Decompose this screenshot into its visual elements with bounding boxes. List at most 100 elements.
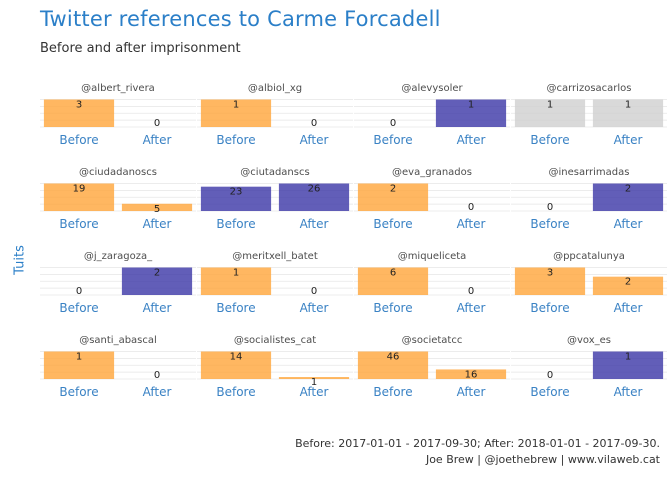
facet-title: @eva_granados [392,167,472,178]
bar-before [357,183,429,211]
facet-title: @socialistes_cat [234,335,316,346]
bar-after [278,377,350,379]
caption-credits: Joe Brew | @joethebrew | www.vilaweb.cat [425,453,660,466]
data-label: 0 [311,286,317,297]
data-label: 1 [311,377,317,388]
x-tick-label: Before [530,301,569,315]
data-label: 0 [76,286,82,297]
facet-title: @j_zaragoza_ [84,251,153,262]
data-label: 23 [230,187,243,198]
bar-before [200,186,272,211]
data-label: 0 [154,370,160,381]
bar-before [514,267,586,295]
data-label: 14 [230,352,243,363]
data-label: 1 [547,100,553,111]
x-tick-label: Before [216,301,255,315]
data-label: 0 [468,202,474,213]
bar-before [43,99,115,127]
bar-before [357,351,429,379]
data-label: 1 [76,352,82,363]
x-tick-label: Before [216,385,255,399]
data-label: 0 [311,118,317,129]
x-tick-label: Before [216,133,255,147]
data-label: 16 [465,369,478,380]
facet-title: @meritxell_batet [232,251,318,262]
x-tick-label: After [300,217,329,231]
data-label: 2 [390,184,396,195]
facet-title: @vox_es [567,335,611,346]
data-label: 0 [154,118,160,129]
data-label: 19 [73,184,86,195]
bar-before [43,351,115,379]
data-label: 3 [547,268,553,279]
data-label: 2 [625,277,631,288]
bar-after [592,183,664,211]
x-tick-label: After [300,385,329,399]
bar-before [200,351,272,379]
facet-title: @santi_abascal [79,335,157,346]
data-label: 1 [625,100,631,111]
facet-title: @ciutadanscs [240,167,309,178]
data-label: 1 [468,100,474,111]
x-tick-label: Before [216,217,255,231]
bar-after [121,203,193,211]
x-tick-label: Before [530,133,569,147]
data-label: 0 [547,202,553,213]
x-tick-label: Before [59,133,98,147]
x-tick-label: After [614,217,643,231]
x-tick-label: Before [530,217,569,231]
data-label: 2 [154,268,160,279]
x-tick-label: After [457,385,486,399]
bar-after [592,351,664,379]
bar-before [357,267,429,295]
data-label: 0 [468,286,474,297]
bar-after [435,369,507,379]
data-label: 1 [233,268,239,279]
facet-title: @ppcatalunya [553,251,625,262]
x-tick-label: After [143,217,172,231]
data-label: 2 [625,184,631,195]
x-tick-label: Before [59,385,98,399]
facet-title: @miqueliceta [398,251,467,262]
data-label: 26 [308,184,321,195]
bar-before [43,183,115,211]
x-tick-label: After [614,301,643,315]
x-tick-label: Before [373,301,412,315]
x-tick-label: After [143,301,172,315]
facet-title: @albert_rivera [81,83,155,94]
data-label: 0 [390,118,396,129]
bar-before [514,99,586,127]
chart-title: Twitter references to Carme Forcadell [40,7,441,31]
data-label: 0 [547,370,553,381]
x-tick-label: Before [373,217,412,231]
bar-after [592,99,664,127]
x-tick-label: After [457,301,486,315]
data-label: 5 [154,204,160,215]
chart-subtitle: Before and after imprisonment [40,41,241,56]
data-label: 3 [76,100,82,111]
x-tick-label: After [143,385,172,399]
x-tick-label: Before [530,385,569,399]
bar-before [200,267,272,295]
facet-title: @inesarrimadas [549,167,630,178]
facet-title: @alevysoler [401,83,463,94]
x-tick-label: After [457,133,486,147]
bar-after [592,276,664,295]
data-label: 46 [387,352,400,363]
x-tick-label: Before [373,385,412,399]
x-tick-label: Before [59,301,98,315]
bar-after [121,267,193,295]
x-tick-label: After [614,133,643,147]
facet-title: @ciudadanoscs [79,167,157,178]
x-tick-label: After [300,133,329,147]
data-label: 6 [390,268,396,279]
bar-before [200,99,272,127]
x-tick-label: After [614,385,643,399]
x-tick-label: After [457,217,486,231]
caption-date-range: Before: 2017-01-01 - 2017-09-30; After: … [295,437,660,450]
x-tick-label: After [143,133,172,147]
facet-title: @societatcc [402,335,463,346]
x-tick-label: After [300,301,329,315]
bar-after [278,183,350,211]
